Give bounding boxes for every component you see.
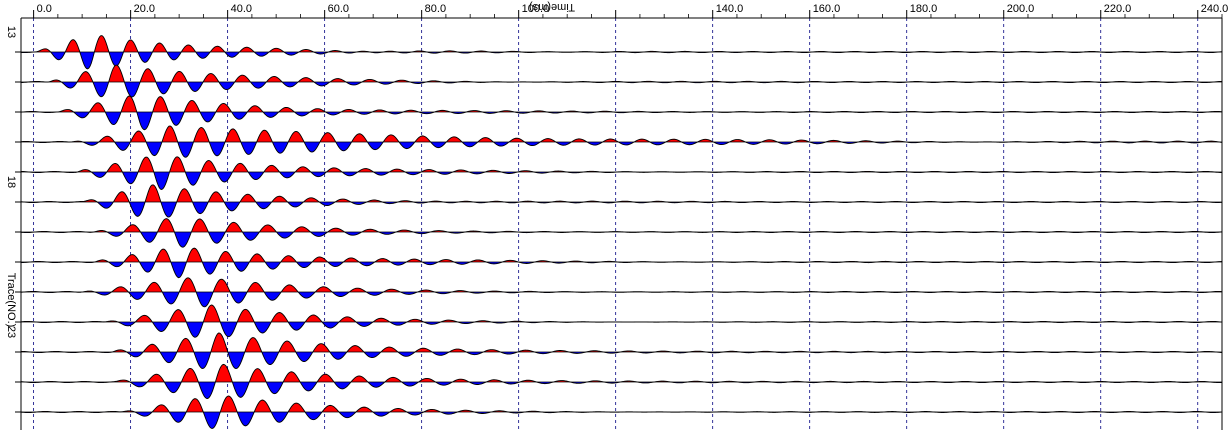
trace-16 xyxy=(20,125,1222,158)
y-axis-label: Trace(NO.) xyxy=(5,273,17,328)
trace-16-positive-fill xyxy=(21,125,1222,142)
trace-21 xyxy=(20,277,1222,308)
x-axis-label: Time(ms) xyxy=(529,1,575,13)
trace-25-wiggle xyxy=(20,395,1222,429)
trace-17-wiggle xyxy=(20,156,1222,190)
x-tick-label-180: 180.0 xyxy=(910,3,938,15)
trace-17 xyxy=(20,156,1222,190)
x-tick-label-160: 160.0 xyxy=(813,3,841,15)
trace-group xyxy=(20,35,1222,429)
trace-18-negative-fill xyxy=(21,202,1222,218)
trace-13-wiggle xyxy=(20,35,1222,70)
x-tick-label-0: 0.0 xyxy=(37,3,52,15)
trace-17-positive-fill xyxy=(21,156,1222,172)
trace-18 xyxy=(20,184,1222,218)
trace-24 xyxy=(20,363,1222,399)
axes xyxy=(20,17,1223,430)
trace-22 xyxy=(20,304,1222,338)
trace-20-negative-fill xyxy=(21,262,1222,278)
x-tick-group: 0.0 20.0 40.0 60.0 80.0 100.0 140.0 160.0 180.0 2… xyxy=(33,3,1229,18)
trace-13-negative-fill xyxy=(21,52,1222,69)
trace-25 xyxy=(20,395,1222,429)
trace-21-positive-fill xyxy=(21,277,1222,292)
x-tick-label-40: 40.0 xyxy=(231,3,252,15)
x-tick-label-20: 20.0 xyxy=(134,3,155,15)
trace-14-wiggle xyxy=(20,64,1222,98)
x-tick-label-140: 140.0 xyxy=(716,3,744,15)
trace-24-negative-fill xyxy=(21,382,1222,399)
trace-19-wiggle xyxy=(20,218,1222,248)
x-tick-label-60: 60.0 xyxy=(328,3,349,15)
trace-13 xyxy=(20,35,1222,70)
trace-15-wiggle xyxy=(20,95,1222,131)
trace-22-negative-fill xyxy=(21,322,1222,338)
trace-label-18: 18 xyxy=(5,176,17,188)
y-tick-group: 13 18 23 xyxy=(5,26,21,413)
trace-24-positive-fill xyxy=(21,364,1222,382)
trace-25-positive-fill xyxy=(21,395,1222,412)
x-tick-label-240: 240.0 xyxy=(1201,3,1229,15)
trace-21-negative-fill xyxy=(21,292,1222,307)
trace-21-wiggle xyxy=(20,277,1222,308)
trace-24-wiggle xyxy=(20,363,1222,399)
trace-20-wiggle xyxy=(20,247,1222,279)
trace-15 xyxy=(20,95,1222,131)
trace-22-wiggle xyxy=(20,304,1222,338)
trace-20 xyxy=(20,247,1222,279)
trace-20-positive-fill xyxy=(21,248,1222,262)
trace-25-negative-fill xyxy=(21,412,1222,429)
trace-23 xyxy=(20,332,1222,370)
trace-19 xyxy=(20,218,1222,248)
trace-22-positive-fill xyxy=(21,305,1222,322)
trace-18-wiggle xyxy=(20,184,1222,218)
trace-label-23: 23 xyxy=(5,326,17,338)
x-tick-label-200: 200.0 xyxy=(1007,3,1035,15)
trace-label-13: 13 xyxy=(5,26,17,38)
x-tick-label-100: 100.0 xyxy=(522,3,550,15)
trace-14 xyxy=(20,64,1222,98)
x-tick-label-80: 80.0 xyxy=(425,3,446,15)
x-tick-label-220: 220.0 xyxy=(1104,3,1132,15)
trace-16-wiggle xyxy=(20,125,1222,158)
trace-15-negative-fill xyxy=(21,112,1222,130)
trace-23-wiggle xyxy=(20,332,1222,370)
trace-23-positive-fill xyxy=(21,332,1222,352)
